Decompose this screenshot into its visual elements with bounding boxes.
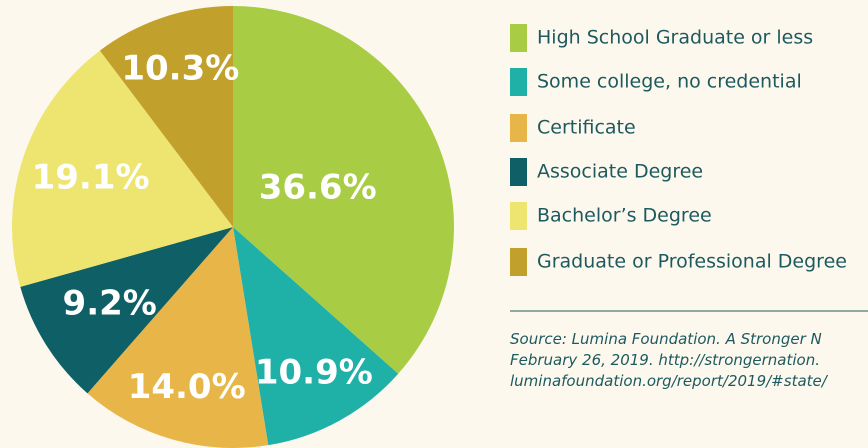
legend-swatch bbox=[510, 202, 527, 230]
legend-swatch bbox=[510, 158, 527, 186]
pie-slice bbox=[99, 6, 233, 227]
slice-label: 10.3% bbox=[121, 48, 239, 88]
source-text: luminafoundation.org/report/2019/#state/ bbox=[510, 372, 829, 390]
slice-label: 36.6% bbox=[259, 167, 377, 207]
pie-slice bbox=[20, 227, 233, 394]
legend-swatch bbox=[510, 114, 527, 142]
legend-label: Certificate bbox=[537, 117, 636, 139]
legend-label: Bachelor’s Degree bbox=[537, 205, 712, 227]
pie-slice bbox=[87, 227, 269, 448]
pie-slice bbox=[11, 50, 233, 287]
slice-label: 14.0% bbox=[128, 367, 246, 407]
source-text: Source: Lumina Foundation. A Stronger N bbox=[510, 330, 822, 348]
pie-slice bbox=[233, 6, 454, 374]
legend-swatch bbox=[510, 248, 527, 276]
legend-label: Associate Degree bbox=[537, 161, 703, 183]
legend-swatch bbox=[510, 24, 527, 52]
legend-label: Some college, no credential bbox=[537, 71, 802, 93]
source-text: February 26, 2019. http://strongernation… bbox=[510, 351, 820, 369]
legend-label: High School Graduate or less bbox=[537, 27, 813, 49]
legend-label: Graduate or Professional Degree bbox=[537, 251, 847, 273]
legend-swatch bbox=[510, 68, 527, 96]
slice-label: 10.9% bbox=[255, 353, 373, 393]
pie-slice bbox=[233, 227, 399, 446]
slice-label: 19.1% bbox=[32, 158, 150, 198]
slice-label: 9.2% bbox=[63, 283, 157, 323]
